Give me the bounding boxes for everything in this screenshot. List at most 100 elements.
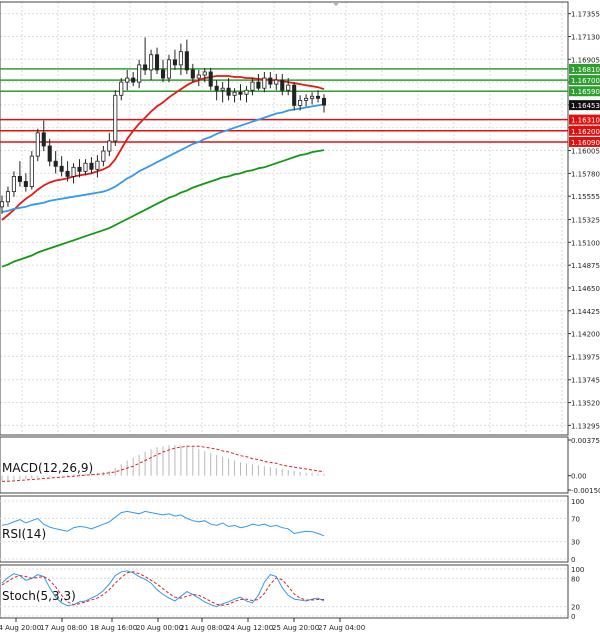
candle-bull: [107, 140, 112, 152]
y-tick-label: 1.17130: [571, 33, 600, 41]
resistance-level-label: 1.16590: [571, 88, 600, 96]
candle-bull: [202, 71, 207, 76]
rsi-title: RSI(14): [2, 527, 46, 541]
stoch-d-line: [1, 571, 324, 606]
y-tick-label: 1.17355: [571, 11, 600, 19]
y-tick-label: 1.13745: [571, 377, 600, 385]
candle-bull: [101, 150, 106, 162]
candle-bull: [232, 91, 237, 96]
support-level-label: 1.16200: [571, 128, 600, 136]
y-tick-label: 1.14650: [571, 285, 600, 293]
macd-title: MACD(12,26,9): [2, 461, 93, 475]
candle-bull: [196, 74, 201, 79]
resistance-level-tag: [569, 63, 600, 74]
candle-bear: [315, 95, 321, 99]
candle-bull: [250, 81, 255, 91]
y-tick-label: 1.15100: [571, 239, 600, 247]
candle-bear: [208, 71, 213, 87]
y-tick-label: 1.14875: [571, 262, 600, 270]
candle-bear: [226, 87, 231, 96]
candle-bear: [184, 51, 189, 71]
candle-bear: [268, 77, 273, 85]
candle-bull: [304, 97, 309, 101]
x-tick-label: 25 Aug 20:00: [272, 624, 319, 632]
candle-bull: [0, 201, 5, 208]
candle-bull: [166, 59, 172, 79]
price-panel-frame: [0, 1, 569, 436]
stoch-y-tick-label: 100: [571, 566, 584, 574]
y-tick-label: 1.13520: [571, 400, 600, 408]
y-tick-label: 1.13975: [571, 353, 600, 361]
candle-bull: [149, 54, 154, 71]
candle-bull: [137, 64, 142, 83]
stoch-title: Stoch(5,3,3): [2, 589, 76, 603]
candle-bull: [29, 155, 34, 187]
candle-bear: [172, 59, 177, 66]
rsi-panel-frame: [0, 495, 569, 563]
candle-bull: [71, 166, 76, 177]
x-tick-label: 14 Aug 20:00: [0, 624, 41, 632]
candle-bear: [131, 77, 136, 83]
scroll-marker-icon[interactable]: [332, 2, 340, 6]
candle-bull: [178, 51, 183, 66]
rsi-y-tick-label: 70: [571, 515, 580, 523]
candle-bear: [17, 176, 22, 182]
support-level-tag: [569, 125, 600, 136]
stoch-y-tick-label: 20: [571, 604, 580, 612]
candle-bear: [292, 84, 297, 106]
stoch-k-line: [1, 570, 325, 608]
candle-bear: [154, 54, 160, 71]
candle-bull: [274, 79, 279, 85]
y-tick-label: 1.15325: [571, 217, 600, 225]
x-tick-label: 17 Aug 08:00: [40, 624, 87, 632]
candle-bear: [321, 97, 327, 106]
candle-bull: [125, 77, 130, 83]
candle-bull: [262, 77, 267, 89]
x-tick-label: 24 Aug 12:00: [226, 624, 273, 632]
support-level-label: 1.16090: [571, 139, 600, 147]
y-tick-label: 1.14200: [571, 331, 600, 339]
candle-bear: [65, 170, 70, 177]
y-tick-label: 1.15555: [571, 193, 600, 201]
candle-bull: [298, 99, 303, 106]
candle-bear: [238, 91, 243, 95]
resistance-level-tag: [569, 75, 600, 86]
candle-bull: [11, 176, 16, 193]
x-tick-label: 20 Aug 00:00: [136, 624, 183, 632]
candle-bear: [160, 69, 166, 79]
y-tick-label: 1.16905: [571, 56, 600, 64]
price-panel: 1.173551.171301.169051.166801.164551.162…: [0, 1, 600, 436]
candle-bull: [286, 84, 291, 91]
candle-bull: [35, 132, 40, 157]
support-level-tag: [569, 136, 600, 147]
macd-panel-frame: [0, 436, 569, 494]
x-tick-label: 21 Aug 08:00: [180, 624, 227, 632]
candle-bear: [23, 181, 28, 187]
candle-bear: [214, 85, 219, 91]
ma-slow-line: [1, 149, 325, 268]
support-level-tag: [569, 114, 600, 125]
x-tick-label: 27 Aug 04:00: [318, 624, 365, 632]
ma-medium-line: [1, 103, 325, 213]
y-tick-label: 1.14425: [571, 308, 600, 316]
candle-bull: [119, 81, 124, 96]
macd-y-tick-label: 0.00: [571, 473, 587, 481]
candle-bear: [280, 79, 285, 91]
candle-bull: [310, 95, 315, 99]
rsi-line: [1, 510, 325, 537]
y-tick-label: 1.15780: [571, 170, 600, 178]
macd-y-tick-label: -0.001508: [571, 487, 600, 495]
stoch-panel-frame: [0, 564, 569, 619]
rsi-y-tick-label: 30: [571, 539, 580, 547]
candle-bear: [41, 132, 46, 147]
macd-y-tick-label: 0.003756: [571, 437, 600, 445]
current-price-label: 1.16453: [571, 102, 600, 110]
y-tick-label: 1.16005: [571, 148, 600, 156]
resistance-level-label: 1.16700: [571, 77, 600, 85]
candle-bear: [59, 165, 64, 172]
candle-bull: [95, 160, 100, 170]
